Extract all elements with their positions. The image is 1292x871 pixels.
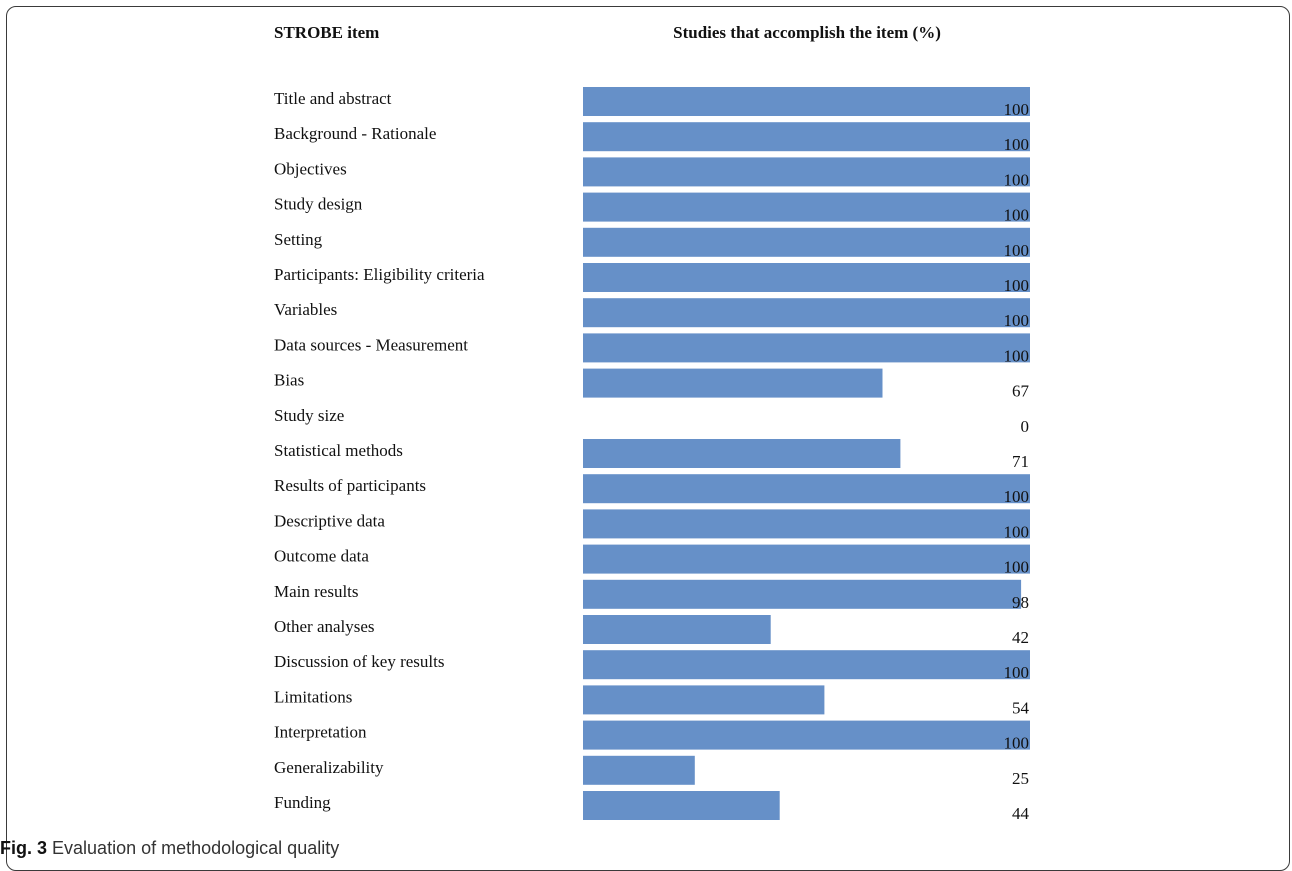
category-label: Objectives — [274, 159, 347, 178]
data-label: 100 — [1004, 206, 1030, 225]
data-label: 44 — [1012, 804, 1030, 823]
data-label: 0 — [1021, 417, 1030, 436]
data-label: 100 — [1004, 170, 1030, 189]
data-label: 54 — [1012, 698, 1030, 717]
data-label: 100 — [1004, 135, 1030, 154]
data-label: 42 — [1012, 628, 1029, 647]
bar — [583, 474, 1030, 504]
bar — [583, 650, 1030, 680]
data-label: 100 — [1004, 734, 1030, 753]
bar — [583, 227, 1030, 257]
data-label: 100 — [1004, 241, 1030, 260]
data-label: 100 — [1004, 522, 1030, 541]
category-label: Main results — [274, 582, 359, 601]
category-label: Limitations — [274, 687, 352, 706]
bar — [583, 720, 1030, 750]
category-label: Statistical methods — [274, 441, 403, 460]
category-label: Background - Rationale — [274, 124, 436, 143]
value-header: Studies that accomplish the item (%) — [673, 23, 941, 42]
category-label: Study size — [274, 406, 344, 425]
data-label: 100 — [1004, 276, 1030, 295]
bar — [583, 298, 1030, 328]
bar — [583, 544, 1030, 574]
bar — [583, 368, 883, 398]
data-label: 71 — [1012, 452, 1029, 471]
data-label: 100 — [1004, 487, 1030, 506]
plot-area: Title and abstract 100 Background - Ration… — [274, 87, 1030, 823]
category-label: Outcome data — [274, 547, 369, 566]
data-label: 100 — [1004, 311, 1030, 330]
figure-caption-text: Evaluation of methodological quality — [52, 838, 340, 858]
data-label: 100 — [1004, 100, 1030, 119]
figure-caption: Fig. 3 Evaluation of methodological qual… — [0, 838, 339, 859]
bar — [583, 439, 901, 468]
bar — [583, 263, 1030, 292]
bar — [583, 87, 1030, 116]
category-label: Study design — [274, 195, 363, 214]
category-label: Other analyses — [274, 617, 375, 636]
bar — [583, 615, 771, 644]
data-label: 25 — [1012, 769, 1029, 788]
category-label: Discussion of key results — [274, 652, 444, 671]
bar — [583, 579, 1022, 609]
category-header: STROBE item — [274, 23, 379, 42]
category-label: Bias — [274, 371, 304, 390]
data-label: 67 — [1012, 382, 1030, 401]
category-label: Descriptive data — [274, 511, 385, 530]
data-label: 100 — [1004, 558, 1030, 577]
category-label: Variables — [274, 300, 337, 319]
bar — [583, 755, 695, 785]
bar — [583, 333, 1030, 363]
category-label: Funding — [274, 793, 331, 812]
figure-caption-label: Fig. 3 — [0, 838, 48, 858]
category-label: Data sources - Measurement — [274, 335, 468, 354]
data-label: 98 — [1012, 593, 1029, 612]
category-label: Participants: Eligibility criteria — [274, 265, 485, 284]
data-label: 100 — [1004, 663, 1030, 682]
bar — [583, 122, 1030, 152]
bar — [583, 157, 1030, 187]
bar — [583, 192, 1030, 222]
data-label: 100 — [1004, 346, 1030, 365]
category-label: Results of participants — [274, 476, 426, 495]
bar — [583, 791, 780, 820]
bar — [583, 509, 1030, 539]
category-label: Generalizability — [274, 758, 384, 777]
category-label: Title and abstract — [274, 89, 392, 108]
category-label: Interpretation — [274, 723, 367, 742]
category-label: Setting — [274, 230, 323, 249]
bar — [583, 685, 825, 715]
